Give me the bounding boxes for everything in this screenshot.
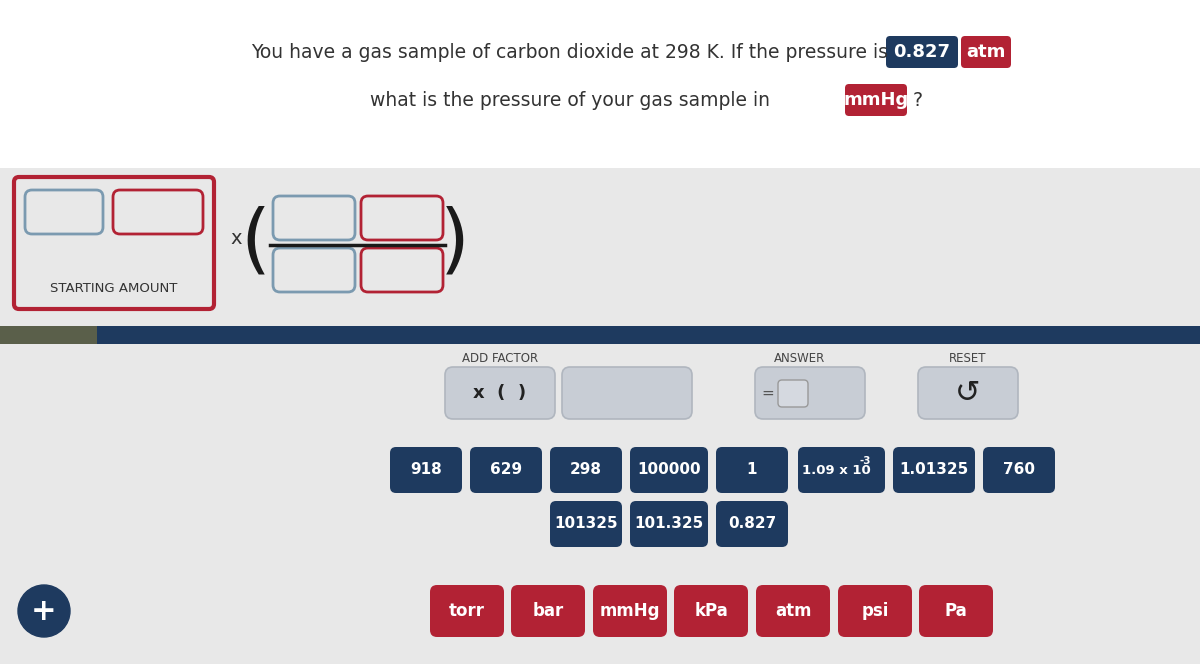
Text: ADD FACTOR: ADD FACTOR xyxy=(462,351,538,365)
FancyBboxPatch shape xyxy=(838,585,912,637)
FancyBboxPatch shape xyxy=(716,501,788,547)
FancyBboxPatch shape xyxy=(430,585,504,637)
FancyBboxPatch shape xyxy=(361,196,443,240)
Bar xyxy=(0,326,97,344)
Bar xyxy=(0,344,1200,664)
FancyBboxPatch shape xyxy=(778,380,808,407)
FancyBboxPatch shape xyxy=(798,447,886,493)
Text: what is the pressure of your gas sample in: what is the pressure of your gas sample … xyxy=(370,90,770,110)
FancyBboxPatch shape xyxy=(845,84,907,116)
FancyBboxPatch shape xyxy=(550,501,622,547)
FancyBboxPatch shape xyxy=(511,585,586,637)
Text: atm: atm xyxy=(775,602,811,620)
Text: =: = xyxy=(762,386,774,400)
Text: 100000: 100000 xyxy=(637,463,701,477)
FancyBboxPatch shape xyxy=(25,190,103,234)
FancyBboxPatch shape xyxy=(893,447,974,493)
FancyBboxPatch shape xyxy=(14,177,214,309)
Text: 101325: 101325 xyxy=(554,517,618,531)
Bar xyxy=(0,0,1200,168)
Text: 760: 760 xyxy=(1003,463,1034,477)
FancyBboxPatch shape xyxy=(886,36,958,68)
Text: Pa: Pa xyxy=(944,602,967,620)
FancyBboxPatch shape xyxy=(593,585,667,637)
Text: psi: psi xyxy=(862,602,889,620)
Text: mmHg: mmHg xyxy=(844,91,908,109)
FancyBboxPatch shape xyxy=(113,190,203,234)
Text: STARTING AMOUNT: STARTING AMOUNT xyxy=(50,282,178,295)
Text: 298: 298 xyxy=(570,463,602,477)
Bar xyxy=(0,168,1200,330)
FancyBboxPatch shape xyxy=(961,36,1010,68)
Text: 1: 1 xyxy=(746,463,757,477)
Text: x: x xyxy=(230,228,241,248)
Text: ?: ? xyxy=(913,90,923,110)
Text: -3: -3 xyxy=(859,456,871,466)
FancyBboxPatch shape xyxy=(390,447,462,493)
FancyBboxPatch shape xyxy=(674,585,748,637)
Text: kPa: kPa xyxy=(694,602,728,620)
FancyBboxPatch shape xyxy=(445,367,554,419)
Text: bar: bar xyxy=(533,602,564,620)
Text: 1.09 x 10: 1.09 x 10 xyxy=(802,463,871,477)
Text: 629: 629 xyxy=(490,463,522,477)
Text: 918: 918 xyxy=(410,463,442,477)
Text: ): ) xyxy=(440,206,470,280)
Text: ANSWER: ANSWER xyxy=(774,351,826,365)
Text: +: + xyxy=(31,596,56,625)
Text: torr: torr xyxy=(449,602,485,620)
FancyBboxPatch shape xyxy=(630,501,708,547)
FancyBboxPatch shape xyxy=(470,447,542,493)
FancyBboxPatch shape xyxy=(562,367,692,419)
Bar xyxy=(97,326,1200,344)
Text: 0.827: 0.827 xyxy=(728,517,776,531)
Text: x  (  ): x ( ) xyxy=(474,384,527,402)
FancyBboxPatch shape xyxy=(274,196,355,240)
FancyBboxPatch shape xyxy=(716,447,788,493)
Circle shape xyxy=(18,585,70,637)
Text: 101.325: 101.325 xyxy=(635,517,703,531)
Text: RESET: RESET xyxy=(949,351,986,365)
FancyBboxPatch shape xyxy=(756,585,830,637)
FancyBboxPatch shape xyxy=(361,248,443,292)
Text: (: ( xyxy=(240,206,270,280)
FancyBboxPatch shape xyxy=(274,248,355,292)
Text: mmHg: mmHg xyxy=(600,602,660,620)
FancyBboxPatch shape xyxy=(918,367,1018,419)
Text: ↺: ↺ xyxy=(955,378,980,408)
Text: 1.01325: 1.01325 xyxy=(899,463,968,477)
FancyBboxPatch shape xyxy=(755,367,865,419)
Text: You have a gas sample of carbon dioxide at 298 K. If the pressure is: You have a gas sample of carbon dioxide … xyxy=(252,42,888,62)
Text: 0.827: 0.827 xyxy=(894,43,950,61)
FancyBboxPatch shape xyxy=(630,447,708,493)
FancyBboxPatch shape xyxy=(983,447,1055,493)
Text: atm: atm xyxy=(966,43,1006,61)
FancyBboxPatch shape xyxy=(919,585,994,637)
FancyBboxPatch shape xyxy=(550,447,622,493)
